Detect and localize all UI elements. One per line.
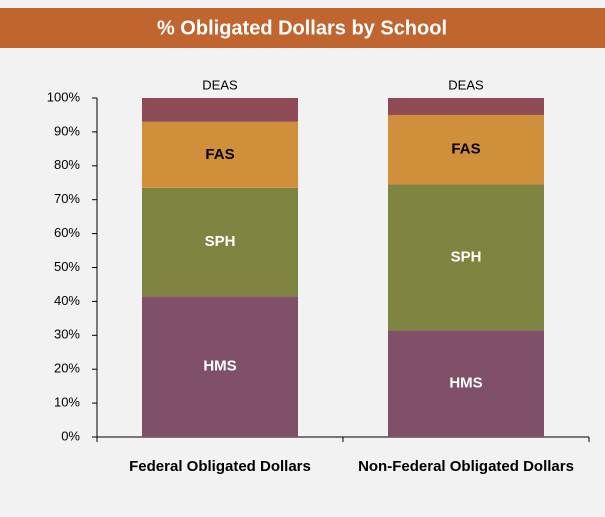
y-tick-label: 0% xyxy=(61,428,80,443)
segment-label: DEAS xyxy=(202,77,238,92)
segment-label: DEAS xyxy=(448,77,484,92)
segment-label: SPH xyxy=(451,248,482,265)
segment-label: SPH xyxy=(205,233,236,250)
segment-label: HMS xyxy=(449,375,482,392)
y-tick-label: 100% xyxy=(47,89,81,104)
bar-segment xyxy=(388,330,544,437)
bar-segment xyxy=(388,184,544,331)
y-tick-label: 40% xyxy=(54,293,80,308)
bar-segment xyxy=(142,98,298,122)
bar-segment xyxy=(388,98,544,115)
x-tick-label: Federal Obligated Dollars xyxy=(129,458,311,475)
bar-segment xyxy=(142,187,298,297)
bar-segment xyxy=(142,121,298,188)
title-bar xyxy=(0,8,605,48)
y-tick-label: 80% xyxy=(54,157,80,172)
y-tick-label: 30% xyxy=(54,327,80,342)
y-tick-label: 70% xyxy=(54,191,80,206)
segment-label: FAS xyxy=(205,146,234,163)
y-tick-label: 60% xyxy=(54,225,80,240)
x-tick-label: Non-Federal Obligated Dollars xyxy=(358,458,574,475)
segment-label: HMS xyxy=(203,358,236,375)
chart-title: % Obligated Dollars by School xyxy=(157,17,447,39)
y-tick-label: 90% xyxy=(54,123,80,138)
bar-segment xyxy=(388,114,544,185)
y-tick-label: 20% xyxy=(54,361,80,376)
segment-label: FAS xyxy=(451,141,480,158)
y-tick-label: 50% xyxy=(54,259,80,274)
bar-segment xyxy=(142,296,298,437)
y-tick-label: 10% xyxy=(54,395,80,410)
